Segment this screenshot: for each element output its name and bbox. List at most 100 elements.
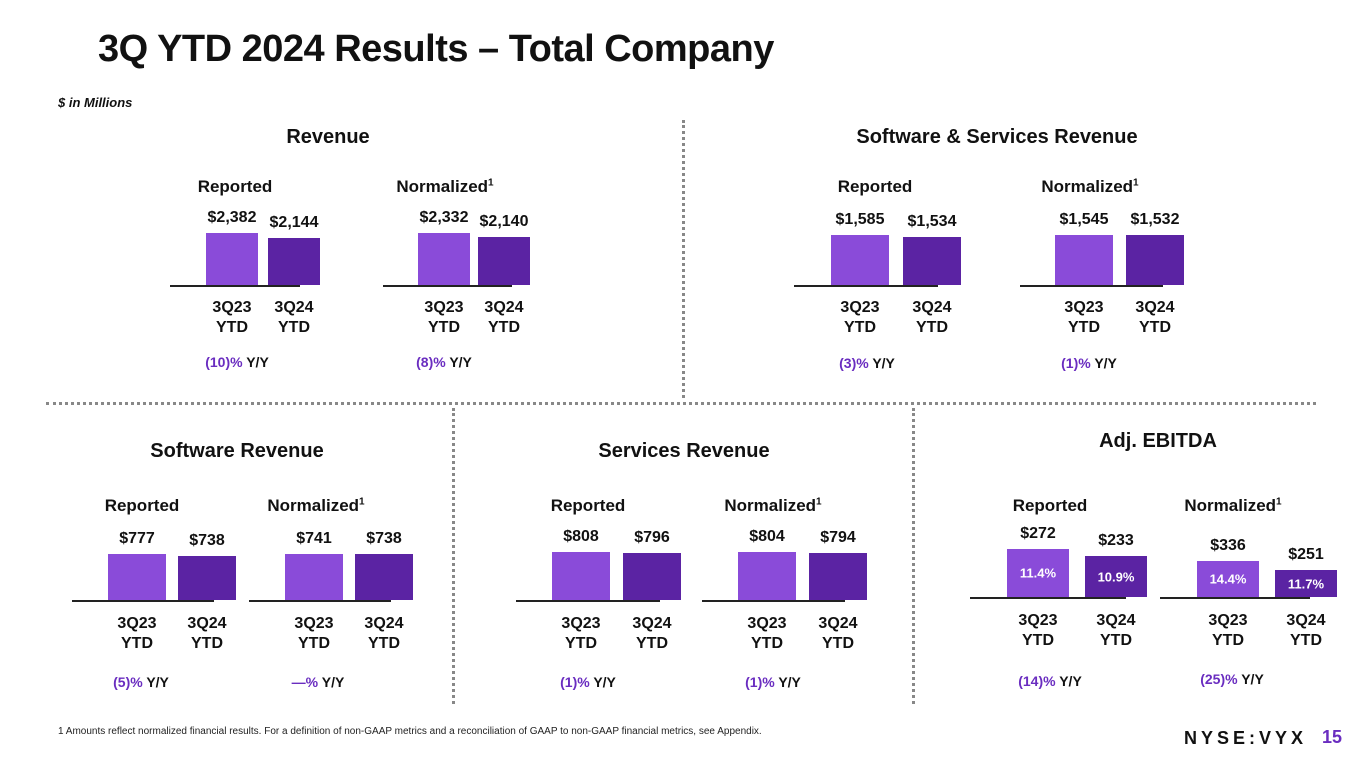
bar-adj-ebitda-normalized-prior: 14.4% [1197, 561, 1259, 597]
yoy-change-revenue-reported: (10)% Y/Y [205, 354, 269, 370]
page-number: 15 [1322, 727, 1343, 747]
panel-heading-services-revenue-reported: Reported [550, 496, 626, 515]
yoy-value: —% [291, 674, 319, 690]
value-label: $2,382 [207, 209, 257, 226]
value-label: $1,534 [907, 213, 957, 230]
panel-heading-software-revenue-normalized: Normalized1 [267, 496, 365, 515]
bar-services-revenue-normalized-current [809, 553, 867, 600]
section-title-revenue: Revenue [286, 126, 370, 148]
yoy-change-services-revenue-normalized: (1)% Y/Y [745, 674, 801, 690]
category-label: 3Q23 YTD [294, 615, 334, 652]
yoy-suffix: Y/Y [445, 354, 472, 370]
bar-revenue-reported-prior [206, 233, 258, 285]
yoy-value: (14)% [1018, 673, 1056, 689]
yoy-change-software-services-revenue-reported: (3)% Y/Y [839, 355, 895, 371]
category-label: 3Q24 YTD [484, 299, 524, 336]
value-label: $2,332 [419, 209, 469, 226]
yoy-suffix: Y/Y [318, 674, 345, 690]
divider-horizontal [46, 402, 1316, 405]
section-title-services: Services Revenue [598, 440, 770, 462]
category-label: 3Q24 YTD [274, 299, 314, 336]
yoy-change-software-revenue-normalized: —% Y/Y [292, 674, 345, 690]
section-title-software-services: Software & Services Revenue [856, 126, 1138, 148]
bar-adj-ebitda-reported-current: 10.9% [1085, 556, 1147, 597]
value-label: $808 [563, 528, 599, 545]
category-label: 3Q23 YTD [1064, 299, 1104, 336]
value-label: $796 [634, 529, 670, 546]
yoy-value: (5)% [113, 674, 143, 690]
panel-heading-software-services-revenue-normalized: Normalized1 [1041, 177, 1139, 196]
bar-software-services-revenue-normalized-prior [1055, 235, 1113, 285]
yoy-suffix: Y/Y [1090, 355, 1117, 371]
yoy-value: (8)% [416, 354, 446, 370]
category-label: 3Q23 YTD [840, 299, 880, 336]
yoy-suffix: Y/Y [242, 354, 269, 370]
bar-software-services-revenue-reported-prior [831, 235, 889, 285]
margin-label: 14.4% [1209, 571, 1247, 587]
panel-heading-software-services-revenue-reported: Reported [837, 177, 913, 196]
yoy-suffix: Y/Y [589, 674, 616, 690]
yoy-change-software-services-revenue-normalized: (1)% Y/Y [1061, 355, 1117, 371]
bar-adj-ebitda-reported-prior: 11.4% [1007, 549, 1069, 597]
category-label: 3Q24 YTD [632, 615, 672, 652]
bar-adj-ebitda-normalized-current: 11.7% [1275, 570, 1337, 597]
panel-heading-revenue-reported: Reported [197, 177, 273, 196]
value-label: $1,532 [1130, 211, 1180, 228]
margin-label: 11.4% [1019, 565, 1057, 581]
category-label: 3Q23 YTD [1208, 612, 1248, 649]
value-label: $251 [1288, 546, 1324, 563]
value-label: $233 [1098, 532, 1134, 549]
divider-vertical-bottom-right [912, 408, 915, 704]
footnote-ref: 1 [359, 496, 365, 508]
value-label: $804 [749, 528, 785, 545]
baseline [72, 600, 214, 602]
bar-services-revenue-normalized-prior [738, 552, 796, 600]
value-label: $336 [1210, 537, 1246, 554]
baseline [170, 285, 300, 287]
yoy-suffix: Y/Y [1055, 673, 1082, 689]
units-note: $ in Millions [58, 95, 133, 110]
yoy-value: (25)% [1200, 671, 1238, 687]
footnote-ref: 1 [816, 496, 822, 508]
bar-software-revenue-reported-current [178, 556, 236, 600]
yoy-value: (1)% [560, 674, 590, 690]
category-label: 3Q23 YTD [117, 615, 157, 652]
baseline [249, 600, 391, 602]
yoy-change-software-revenue-reported: (5)% Y/Y [113, 674, 169, 690]
bar-services-revenue-reported-current [623, 553, 681, 600]
bar-revenue-reported-current [268, 238, 320, 285]
yoy-change-revenue-normalized: (8)% Y/Y [416, 354, 472, 370]
yoy-suffix: Y/Y [868, 355, 895, 371]
value-label: $1,545 [1059, 211, 1109, 228]
footnote: 1 Amounts reflect normalized financial r… [58, 726, 762, 737]
panel-heading-revenue-normalized: Normalized1 [396, 177, 494, 196]
bar-services-revenue-reported-prior [552, 552, 610, 600]
footnote-ref: 1 [488, 177, 494, 189]
baseline [970, 597, 1126, 599]
baseline [1020, 285, 1163, 287]
category-label: 3Q23 YTD [212, 299, 252, 336]
bar-software-revenue-normalized-prior [285, 554, 343, 600]
bar-software-services-revenue-reported-current [903, 237, 961, 285]
category-label: 3Q24 YTD [818, 615, 858, 652]
baseline [794, 285, 938, 287]
value-label: $272 [1020, 525, 1056, 542]
yoy-value: (1)% [745, 674, 775, 690]
panel-heading-software-revenue-reported: Reported [104, 496, 180, 515]
divider-vertical-bottom-left [452, 408, 455, 704]
page-title: 3Q YTD 2024 Results – Total Company [98, 28, 774, 70]
value-label: $741 [296, 530, 332, 547]
panel-heading-adj-ebitda-reported: Reported [1012, 496, 1088, 515]
margin-label: 11.7% [1287, 576, 1325, 591]
baseline [383, 285, 512, 287]
value-label: $738 [366, 530, 402, 547]
yoy-change-adj-ebitda-reported: (14)% Y/Y [1018, 673, 1082, 689]
section-title-software: Software Revenue [150, 440, 324, 462]
yoy-change-services-revenue-reported: (1)% Y/Y [560, 674, 616, 690]
baseline [702, 600, 845, 602]
margin-label: 10.9% [1097, 569, 1135, 584]
category-label: 3Q23 YTD [747, 615, 787, 652]
category-label: 3Q23 YTD [561, 615, 601, 652]
yoy-value: (3)% [839, 355, 869, 371]
value-label: $738 [189, 532, 225, 549]
